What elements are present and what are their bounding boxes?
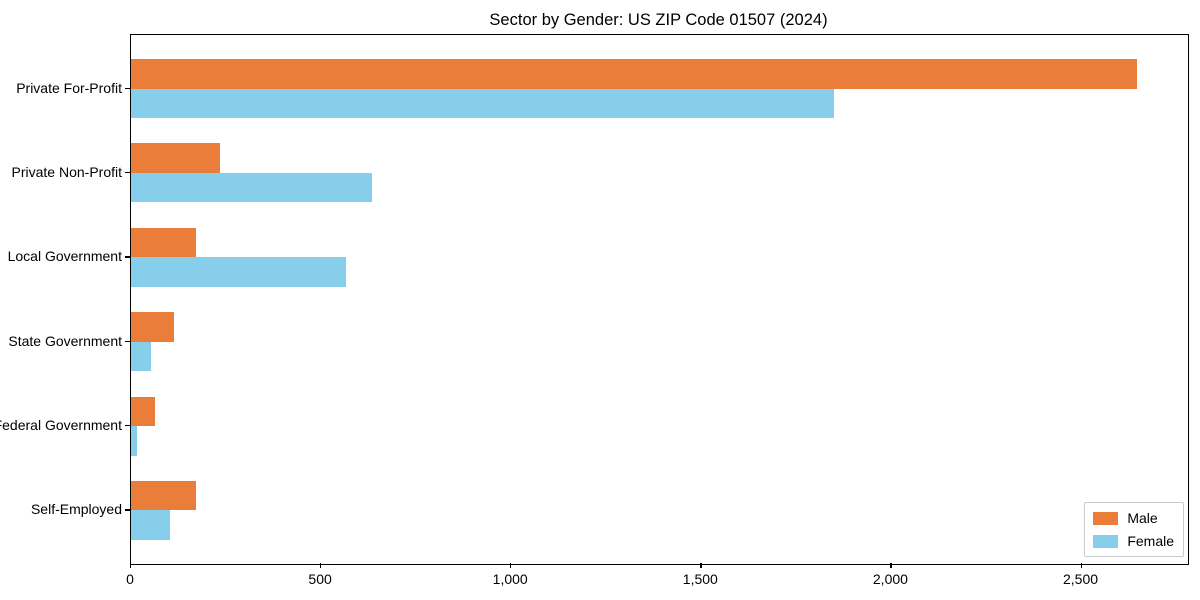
bar-female-local-government — [131, 257, 346, 287]
y-tick-label-state-government: State Government — [8, 332, 122, 349]
y-tick-label-private-for-profit: Private For-Profit — [16, 79, 122, 96]
x-tick-mark — [890, 563, 892, 568]
plot-area: Male Female — [130, 34, 1189, 565]
y-tick-label-self-employed: Self-Employed — [30, 501, 122, 518]
y-tick-mark — [125, 425, 130, 427]
legend: Male Female — [1084, 502, 1184, 557]
legend-swatch-male — [1093, 511, 1119, 525]
x-tick-mark — [510, 563, 512, 568]
bar-female-self-employed — [131, 510, 171, 540]
x-tick-label: 0 — [126, 571, 134, 587]
legend-row-male: Male — [1093, 510, 1174, 526]
y-tick-mark — [125, 171, 130, 174]
bar-female-private-for-profit — [131, 88, 835, 119]
legend-label-female: Female — [1127, 533, 1174, 549]
legend-swatch-female — [1093, 534, 1119, 548]
y-tick-mark — [125, 509, 130, 511]
x-tick-label: 2,000 — [872, 571, 908, 587]
y-tick-label-federal-government: Federal Government — [0, 417, 122, 434]
bar-female-private-non-profit — [131, 172, 373, 203]
bar-female-state-government — [131, 341, 151, 372]
y-tick-label-private-non-profit: Private Non-Profit — [11, 163, 122, 180]
bar-male-self-employed — [131, 480, 196, 511]
bar-male-local-government — [131, 227, 196, 258]
bar-male-federal-government — [131, 396, 156, 427]
y-tick-mark — [125, 340, 130, 342]
x-tick-label: 1,500 — [682, 571, 718, 587]
bar-male-private-non-profit — [131, 143, 221, 173]
x-tick-mark — [320, 563, 322, 568]
y-tick-label-local-government: Local Government — [7, 248, 122, 265]
x-tick-label: 2,500 — [1063, 571, 1099, 587]
x-tick-mark — [700, 563, 702, 568]
legend-label-male: Male — [1127, 510, 1158, 526]
chart-title: Sector by Gender: US ZIP Code 01507 (202… — [489, 11, 828, 29]
x-tick-mark — [1080, 563, 1082, 568]
bar-male-state-government — [131, 312, 174, 342]
bar-male-private-for-profit — [131, 59, 1137, 89]
y-tick-mark — [125, 87, 130, 89]
legend-row-female: Female — [1093, 533, 1174, 549]
x-tick-label: 500 — [308, 571, 332, 587]
x-tick-mark — [130, 563, 132, 568]
y-tick-mark — [125, 256, 130, 258]
bar-female-federal-government — [131, 426, 138, 456]
x-tick-label: 1,000 — [492, 571, 528, 587]
